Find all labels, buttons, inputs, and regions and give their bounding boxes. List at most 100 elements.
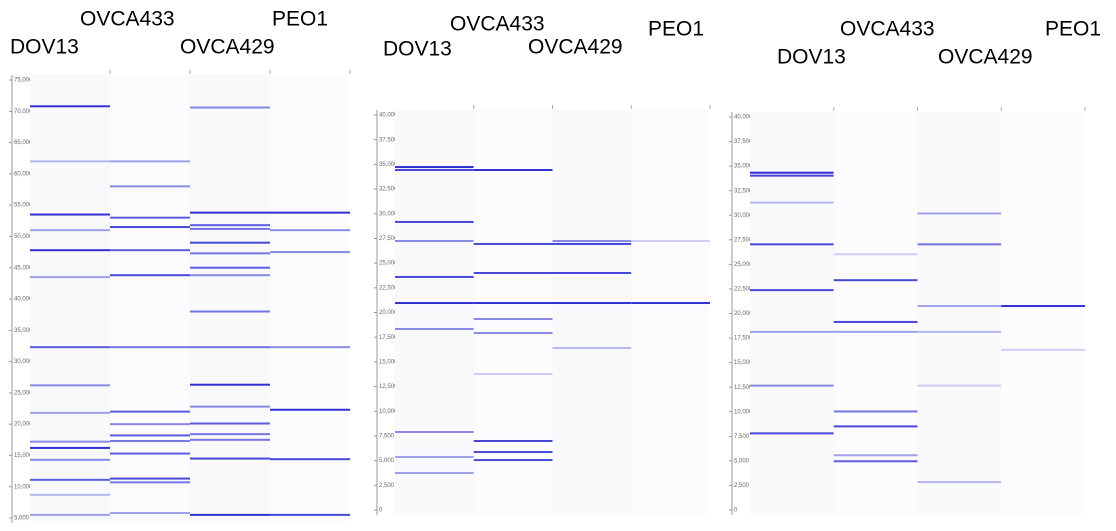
lane-label: OVCA429 [938, 46, 1033, 69]
band [30, 105, 110, 107]
band [30, 276, 110, 278]
band [474, 459, 553, 461]
band [834, 460, 918, 462]
y-tick-label: 2,500 [734, 483, 750, 489]
lane [110, 75, 190, 523]
band [631, 302, 710, 304]
band [110, 512, 190, 514]
band [474, 318, 553, 320]
lane-label: OVCA429 [180, 36, 275, 59]
band [834, 321, 918, 323]
band [110, 217, 190, 219]
band [190, 439, 270, 441]
band [631, 240, 710, 242]
band [918, 305, 1002, 307]
band [190, 212, 270, 214]
band [750, 331, 834, 333]
lane-label: OVCA433 [450, 13, 545, 36]
band [190, 107, 270, 109]
band [270, 212, 350, 214]
band [190, 514, 270, 516]
band [395, 456, 474, 458]
band [918, 212, 1002, 214]
band [553, 347, 632, 349]
lane [553, 110, 632, 515]
band [30, 459, 110, 461]
band [190, 274, 270, 276]
band [834, 454, 918, 456]
band [474, 169, 553, 171]
band [30, 249, 110, 251]
band [750, 432, 834, 434]
band [190, 252, 270, 254]
y-tick-label: 0 [734, 508, 738, 514]
band [110, 274, 190, 276]
band [395, 472, 474, 474]
lane-label: PEO1 [1045, 18, 1101, 41]
lane-label: OVCA429 [528, 36, 623, 59]
lane-label: PEO1 [648, 18, 704, 41]
band [395, 276, 474, 278]
band [553, 272, 632, 274]
lane-label: DOV13 [777, 46, 846, 69]
lane-label: DOV13 [383, 38, 452, 61]
band [30, 229, 110, 231]
y-tick-label: 2,500 [379, 483, 395, 489]
band [918, 243, 1002, 245]
band [750, 175, 834, 177]
band [110, 481, 190, 483]
band [834, 253, 918, 255]
band [750, 385, 834, 387]
lane-label: DOV13 [10, 36, 79, 59]
band [270, 251, 350, 253]
band [110, 478, 190, 480]
band [834, 331, 918, 333]
band [750, 172, 834, 174]
band [395, 302, 474, 304]
band [553, 302, 632, 304]
band [474, 332, 553, 334]
lane-label: OVCA433 [840, 18, 935, 41]
band [474, 243, 553, 245]
band [750, 289, 834, 291]
band [30, 479, 110, 481]
band [190, 433, 270, 435]
band [190, 384, 270, 386]
band [270, 346, 350, 348]
band [190, 311, 270, 313]
band [30, 441, 110, 443]
band [190, 267, 270, 269]
band [918, 481, 1002, 483]
lane [631, 110, 710, 515]
band [110, 185, 190, 187]
band [1001, 349, 1085, 351]
band [1001, 305, 1085, 307]
band [110, 453, 190, 455]
band [30, 494, 110, 496]
lane [918, 112, 1002, 515]
band [834, 425, 918, 427]
band [395, 240, 474, 242]
band [110, 440, 190, 442]
band [30, 384, 110, 386]
band [270, 229, 350, 231]
band [918, 385, 1002, 387]
band [834, 279, 918, 281]
y-tick-label: 7,500 [734, 434, 750, 440]
lane [190, 75, 270, 523]
lane [270, 75, 350, 523]
band [750, 202, 834, 204]
y-tick-label: 5,000 [379, 458, 395, 464]
band [270, 514, 350, 516]
lane [1001, 112, 1085, 515]
band [110, 346, 190, 348]
lane-label: PEO1 [272, 8, 328, 31]
band [30, 160, 110, 162]
band [30, 514, 110, 516]
band [395, 166, 474, 168]
band [553, 240, 632, 242]
band [918, 331, 1002, 333]
band [474, 302, 553, 304]
band [190, 242, 270, 244]
band [190, 458, 270, 460]
